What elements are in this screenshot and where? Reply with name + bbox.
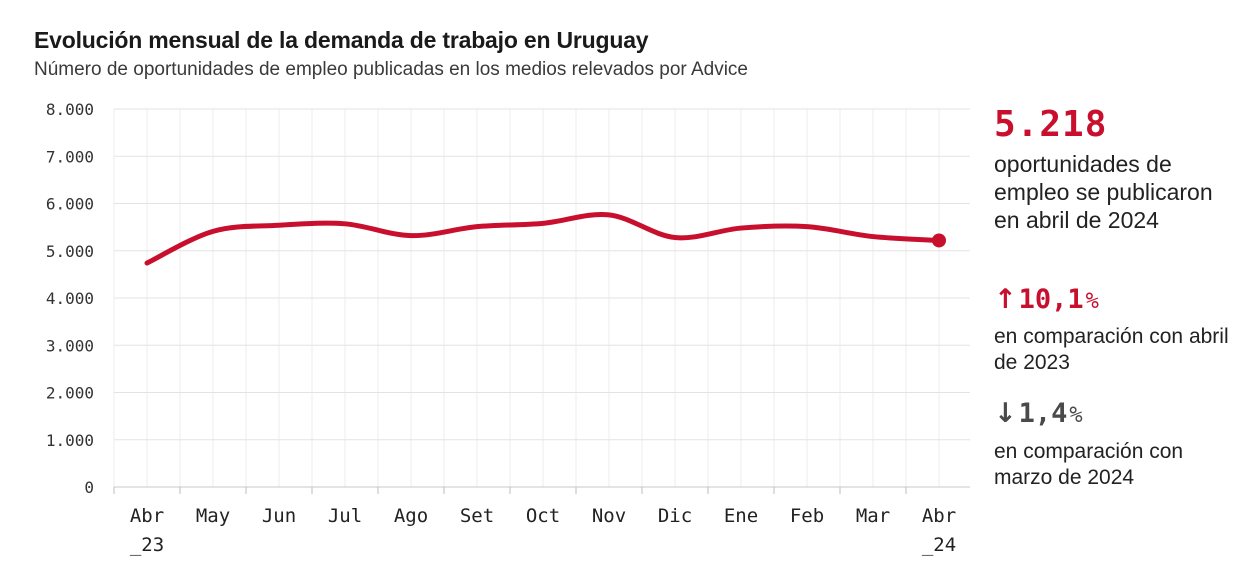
x-tick-label: Jul (328, 505, 362, 527)
x-tick-label: Abr _23 (130, 505, 164, 556)
yearly-change: ↑ 10,1 % (994, 284, 1099, 315)
monthly-change-value: 1,4 (1018, 398, 1068, 429)
series-line (144, 211, 942, 266)
x-tick-label: Ago (394, 505, 428, 527)
monthly-change: ↓ 1,4 % (994, 398, 1083, 429)
current-value: 5.218 (994, 104, 1108, 145)
last-data-point (932, 233, 946, 248)
x-tick-label: Nov (592, 505, 626, 527)
x-tick-label: Ene (724, 505, 758, 527)
x-tick-label: Dic (658, 505, 692, 527)
y-tick-label: 8.000 (46, 100, 94, 119)
arrow-down-icon: ↓ (994, 398, 1017, 429)
monthly-change-description: en comparación con marzo de 2024 (994, 440, 1184, 489)
x-tick-label: Set (460, 505, 494, 527)
y-tick-label: 3.000 (46, 336, 94, 355)
y-tick-label: 1.000 (46, 431, 94, 450)
monthly-change-unit: % (1069, 403, 1083, 428)
x-tick-label: Feb (790, 505, 824, 527)
chart-title: Evolución mensual de la demanda de traba… (34, 27, 649, 53)
arrow-up-icon: ↑ (994, 284, 1017, 315)
chart-subtitle: Número de oportunidades de empleo public… (34, 59, 748, 80)
y-tick-label: 0 (84, 478, 94, 497)
x-tick-label: Mar (856, 505, 890, 527)
y-tick-label: 7.000 (46, 147, 94, 166)
yearly-change-description: en comparación con abril de 2023 (994, 325, 1229, 374)
x-tick-label: Oct (526, 505, 560, 527)
x-tick-label: Abr _24 (922, 505, 956, 556)
x-tick-label: Jun (262, 505, 296, 527)
x-tick-label: May (196, 505, 230, 527)
y-tick-label: 5.000 (46, 242, 94, 261)
y-tick-label: 6.000 (46, 195, 94, 214)
y-tick-label: 2.000 (46, 384, 94, 403)
yearly-change-unit: % (1085, 289, 1099, 314)
current-value-description: oportunidades de empleo se publicaron en… (994, 151, 1213, 233)
y-tick-label: 4.000 (46, 289, 94, 308)
yearly-change-value: 10,1 (1018, 284, 1084, 315)
